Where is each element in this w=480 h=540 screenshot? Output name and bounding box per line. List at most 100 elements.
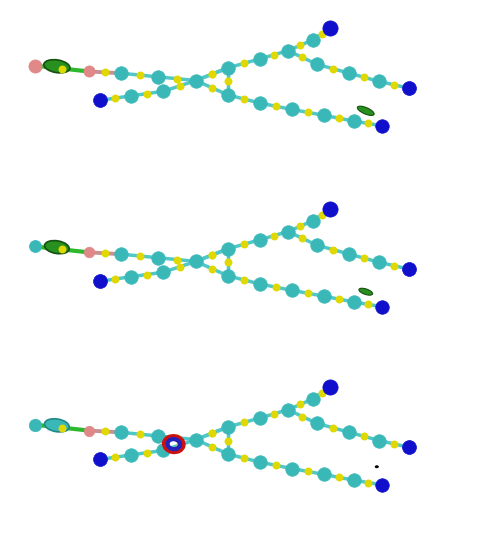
Point [208,70,216,78]
Point [360,73,368,82]
Point [405,265,413,273]
Point [208,83,216,92]
Point [256,414,264,422]
Point [127,273,134,281]
Ellipse shape [375,466,378,468]
Point [297,41,304,50]
Point [313,241,321,249]
Point [329,423,337,432]
Point [240,94,248,103]
Ellipse shape [45,419,69,432]
Point [96,96,104,105]
Point [350,298,358,306]
Point [309,395,317,403]
Point [270,409,278,418]
Point [96,277,104,286]
Point [224,91,232,99]
Ellipse shape [44,59,70,73]
Point [240,240,248,248]
Point [318,211,325,219]
Point [313,419,321,428]
Point [224,423,232,431]
Point [304,467,312,476]
Point [117,428,125,437]
Point [208,429,216,437]
Point [272,102,280,111]
Point [136,430,144,438]
Point [208,264,216,273]
Point [256,280,264,288]
Point [31,242,38,251]
Point [297,222,304,231]
Point [360,254,368,262]
Point [405,84,413,92]
Point [173,434,181,442]
Point [101,427,108,436]
Point [176,82,183,90]
Point [192,76,200,85]
Point [309,36,317,44]
Point [159,446,167,455]
Point [224,450,232,458]
Point [31,61,38,70]
Ellipse shape [359,288,372,295]
Point [335,114,343,123]
Point [272,461,280,470]
Point [143,270,151,279]
Point [240,418,248,427]
Point [143,448,151,457]
Point [256,99,264,107]
Point [192,257,200,266]
Point [155,253,162,262]
Point [304,108,312,117]
Point [326,24,334,32]
Point [85,426,93,435]
Point [111,453,119,462]
Point [346,250,353,259]
Point [208,251,216,259]
Point [143,89,151,98]
Point [176,262,183,271]
Point [111,94,119,103]
Point [208,442,216,451]
Point [313,60,321,69]
Ellipse shape [358,106,374,116]
Point [58,423,65,432]
Point [155,72,162,81]
Point [335,295,343,303]
Point [173,75,181,83]
Point [350,117,358,125]
Point [378,302,385,311]
Point [346,69,353,78]
Point [117,250,125,259]
Point [299,53,306,62]
Point [320,111,328,120]
Point [256,55,264,63]
Point [240,454,248,462]
Point [31,420,38,429]
Point [304,289,312,298]
Point [378,122,385,130]
Point [58,245,65,254]
Point [85,67,93,76]
Point [224,245,232,253]
Point [288,464,296,473]
Point [378,481,385,489]
Point [256,458,264,467]
Point [208,251,216,259]
Point [329,64,337,73]
Point [208,70,216,78]
Point [318,389,325,397]
Point [256,235,264,244]
Point [320,470,328,479]
Point [159,87,167,96]
Point [136,252,144,260]
Point [405,443,413,451]
Point [127,92,134,100]
Point [375,436,383,445]
Point [284,406,292,414]
Point [272,283,280,292]
Point [360,432,368,441]
Point [320,292,328,301]
Point [96,455,104,464]
